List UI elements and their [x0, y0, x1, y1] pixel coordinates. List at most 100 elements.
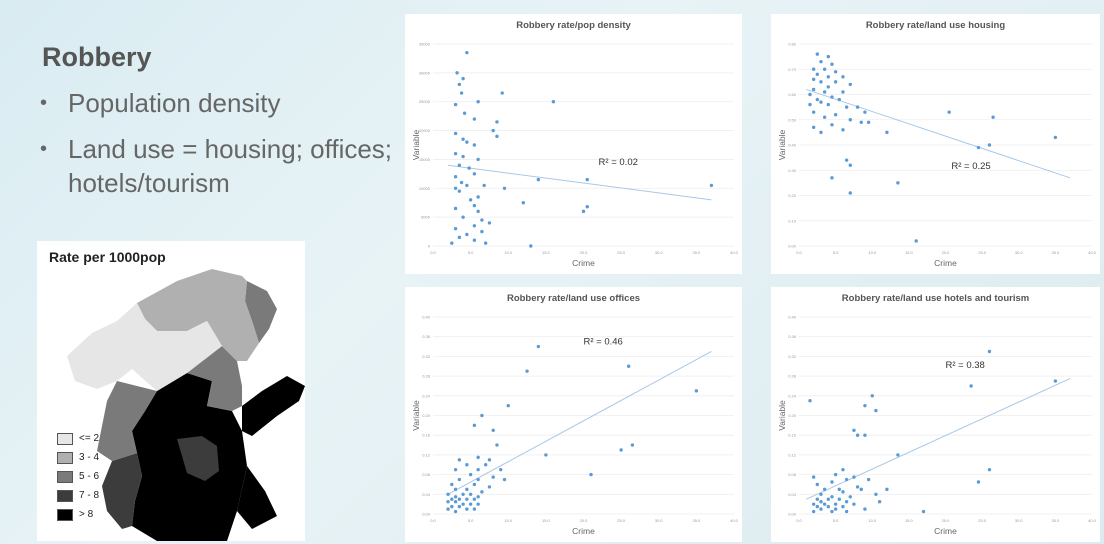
- data-point: [830, 495, 834, 499]
- map-region: [207, 321, 259, 361]
- x-tick-label: 25.0: [978, 518, 987, 523]
- y-tick-label: 35000: [419, 42, 431, 47]
- x-tick-label: 0.0: [430, 518, 436, 523]
- map-region: [137, 269, 252, 331]
- data-point: [491, 128, 495, 133]
- data-point: [694, 389, 699, 393]
- data-point: [459, 180, 464, 185]
- x-tick-label: 25.0: [617, 250, 626, 255]
- y-tick-label: 0.36: [422, 334, 431, 339]
- x-tick-label: 30.0: [1015, 518, 1024, 523]
- data-point: [453, 186, 458, 190]
- data-point: [476, 477, 480, 482]
- legend-swatch: [57, 432, 73, 445]
- data-point: [482, 183, 486, 188]
- data-point: [815, 97, 820, 102]
- chart-title: Robbery rate/land use hotels and tourism: [842, 293, 1029, 304]
- data-point: [476, 467, 480, 472]
- data-point: [487, 458, 492, 462]
- data-point: [544, 453, 548, 457]
- data-point: [525, 369, 529, 373]
- data-point: [476, 495, 480, 499]
- data-point: [476, 100, 480, 104]
- data-point: [844, 158, 849, 162]
- data-point: [457, 458, 462, 462]
- data-point: [896, 453, 900, 457]
- data-point: [822, 67, 827, 71]
- y-tick-label: 25000: [419, 99, 431, 104]
- data-point: [502, 477, 507, 482]
- y-tick-label: 0.70: [788, 67, 797, 72]
- map-region: [245, 281, 277, 343]
- data-point: [819, 492, 823, 496]
- x-tick-label: 35.0: [1051, 518, 1060, 523]
- x-tick-label: 5.0: [468, 518, 474, 523]
- legend-item: <= 2: [57, 429, 99, 448]
- data-point: [446, 499, 450, 504]
- data-point: [453, 487, 458, 492]
- y-tick-label: 0.12: [788, 452, 797, 457]
- data-point: [585, 177, 589, 182]
- y-tick-label: 0.60: [788, 92, 797, 97]
- data-point: [815, 504, 820, 509]
- trend-line: [447, 351, 712, 495]
- data-point: [921, 509, 926, 514]
- data-point: [551, 100, 556, 104]
- data-point: [506, 403, 510, 408]
- data-point: [819, 100, 823, 104]
- y-tick-label: 0.28: [788, 374, 797, 379]
- data-point: [468, 198, 473, 202]
- data-point: [826, 497, 830, 501]
- data-point: [987, 467, 992, 472]
- y-tick-label: 0.36: [788, 334, 797, 339]
- y-tick-label: 0.00: [422, 512, 431, 517]
- data-point: [472, 117, 477, 121]
- data-point: [863, 433, 867, 437]
- data-point: [833, 70, 838, 74]
- scatter-chart: Robbery rate/pop density 0 5000 10000 15000 2…: [411, 20, 739, 268]
- data-point: [1053, 379, 1058, 383]
- bullet-dot-icon: •: [40, 138, 48, 160]
- map-region: [177, 436, 219, 481]
- data-point: [841, 128, 845, 132]
- data-point: [457, 235, 462, 240]
- data-point: [822, 90, 827, 94]
- y-axis-label: Variable: [411, 400, 421, 431]
- data-point: [833, 113, 838, 117]
- y-tick-label: 0.40: [422, 315, 431, 320]
- data-point: [457, 82, 462, 87]
- data-point: [811, 87, 816, 92]
- data-point: [877, 499, 882, 504]
- y-tick-label: 0.16: [788, 433, 797, 438]
- bullet-text: Land use = housing; offices; hotels/tour…: [68, 134, 393, 198]
- data-point: [830, 95, 834, 99]
- data-point: [491, 428, 495, 432]
- legend-item: 3 - 4: [57, 448, 99, 467]
- y-tick-label: 0.10: [788, 218, 797, 223]
- y-tick-label: 0.80: [788, 42, 797, 47]
- data-point: [453, 206, 458, 211]
- y-tick-label: 0.20: [788, 193, 797, 198]
- data-point: [844, 509, 849, 514]
- trend-line: [447, 164, 712, 201]
- data-point: [459, 91, 464, 95]
- data-point: [852, 428, 856, 432]
- data-point: [855, 105, 860, 109]
- data-point: [465, 463, 469, 467]
- x-tick-label: 30.0: [1015, 250, 1024, 255]
- data-point: [837, 97, 841, 102]
- data-point: [453, 226, 458, 231]
- data-point: [619, 448, 623, 452]
- x-tick-label: 20.0: [580, 250, 589, 255]
- data-point: [822, 115, 827, 119]
- data-point: [947, 110, 951, 114]
- legend-label: 3 - 4: [79, 452, 100, 463]
- data-point: [472, 143, 477, 147]
- data-point: [521, 201, 525, 205]
- data-point: [480, 229, 484, 234]
- map-region: [187, 346, 242, 411]
- y-tick-label: 5000: [421, 215, 431, 220]
- y-tick-label: 0.16: [422, 433, 431, 438]
- data-point: [472, 224, 477, 228]
- map-region: [132, 321, 222, 391]
